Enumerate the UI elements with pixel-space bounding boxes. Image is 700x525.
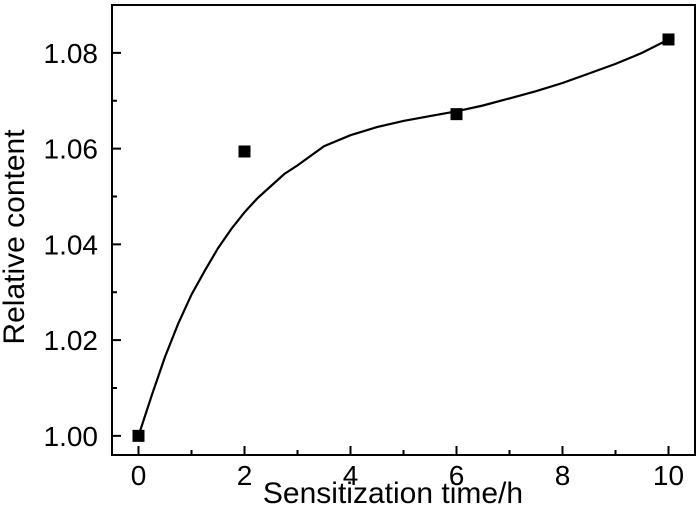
x-axis-label: Sensitization time/h: [263, 477, 523, 510]
x-tick-label: 10: [653, 460, 684, 491]
axis-ticks: [112, 51, 670, 455]
data-point: [450, 108, 463, 121]
y-tick-label: 1.08: [44, 38, 99, 69]
y-tick-label: 1.06: [44, 134, 99, 165]
x-tick-labels: 0 2 4 6 8 10: [131, 460, 684, 491]
x-tick-label: 0: [131, 460, 147, 491]
x-tick-label: 2: [237, 460, 253, 491]
plot-border: [111, 4, 696, 456]
x-tick-label: 6: [449, 460, 465, 491]
data-point: [238, 145, 251, 158]
x-tick-label: 8: [555, 460, 571, 491]
plot-area: [111, 4, 696, 456]
data-point: [662, 33, 675, 46]
y-tick-label: 1.04: [44, 229, 99, 260]
y-axis-label: Relative content: [0, 129, 31, 345]
y-tick-labels: 1.00 1.02 1.04 1.06 1.08: [44, 38, 99, 452]
x-tick-label: 4: [343, 460, 359, 491]
y-tick-label: 1.00: [44, 421, 99, 452]
y-tick-label: 1.02: [44, 325, 99, 356]
data-points: [132, 33, 675, 442]
fit-curve: [137, 38, 669, 437]
data-point: [132, 429, 145, 442]
